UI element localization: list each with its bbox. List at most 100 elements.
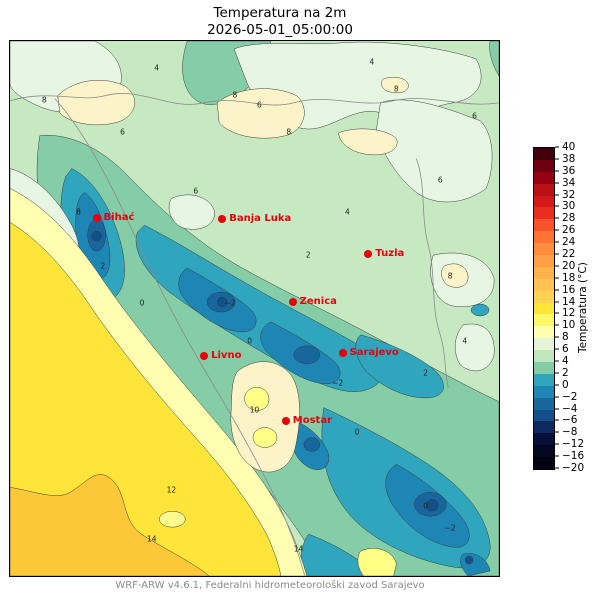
colorbar-tickmark	[555, 265, 559, 267]
colorbar-tick-label: −20	[562, 461, 585, 474]
colorbar-tick-label: −6	[562, 414, 578, 427]
colorbar-segment	[534, 207, 554, 220]
contour-value-label: 2	[100, 261, 106, 271]
contour-value-label: 6	[437, 175, 443, 185]
colorbar-segment	[534, 243, 554, 256]
colorbar-tick-label: 22	[562, 247, 576, 260]
colorbar-tick-label: 28	[562, 212, 576, 225]
colorbar-segment	[534, 338, 554, 351]
colorbar-tickmark	[555, 396, 559, 398]
colorbar-tick-label: 36	[562, 164, 576, 177]
colorbar-tickmark	[555, 336, 559, 338]
colorbar-tick-label: 32	[562, 188, 576, 201]
temp-band--6--4	[91, 231, 474, 565]
contour-value-label: 8	[76, 207, 81, 217]
colorbar-tick-label: 16	[562, 283, 576, 296]
colorbar-segment	[534, 314, 554, 327]
colorbar-tick-label: −8	[562, 426, 578, 439]
colorbar-segment	[534, 219, 554, 232]
colorbar-tick-label: −2	[562, 390, 578, 403]
contour-value-label: 4	[462, 336, 468, 346]
colorbar-tick-label: 34	[562, 176, 576, 189]
colorbar-segment	[534, 278, 554, 291]
colorbar-tick-label: 38	[562, 152, 576, 165]
colorbar-tickmark	[555, 170, 559, 172]
contour-value-label: 0	[423, 501, 429, 511]
city-label-mostar: Mostar	[292, 415, 333, 427]
colorbar-label: Temperatura (°C)	[577, 262, 589, 353]
colorbar-segment	[534, 445, 554, 458]
colorbar-tick-label: −4	[562, 402, 578, 415]
temp-patch-bottom-yellow	[357, 548, 397, 576]
colorbar-tick-label: 6	[562, 342, 569, 355]
contour-value-label: 8	[232, 90, 238, 99]
colorbar-tickmark	[555, 205, 559, 207]
contour-value-label: 8	[393, 84, 399, 94]
colorbar-segment	[534, 255, 554, 267]
colorbar-segment	[534, 409, 554, 422]
colorbar-tickmark	[555, 443, 559, 445]
colorbar-tickmark	[555, 455, 559, 457]
colorbar-segment	[534, 290, 554, 303]
contour-value-label: −2	[224, 298, 236, 308]
colorbar-tick-label: 14	[562, 295, 576, 308]
temperature-map: 8 4 8 6 8 6 8 6 4 6 8 2 0 4 6 8 2 0 −2 0 −2 2 4 0 −2 10 12 14 14 Bih…	[9, 40, 500, 577]
colorbar-tickmark	[555, 301, 559, 303]
colorbar-segment	[534, 159, 554, 172]
chart-title: Temperatura na 2m	[213, 5, 347, 21]
country-borders	[10, 93, 499, 576]
city-label-zenica: Zenica	[299, 295, 337, 307]
colorbar-tick-label: 0	[562, 378, 569, 391]
city-label-livno: Livno	[211, 349, 242, 361]
contour-value-label: 8	[286, 127, 292, 137]
city-label-tuzla: Tuzla	[375, 248, 405, 260]
colorbar-segment	[534, 397, 554, 410]
colorbar-segment	[534, 433, 554, 446]
colorbar-tickmark	[555, 312, 559, 314]
city-marker-livno	[200, 351, 209, 360]
contour-value-label: 14	[293, 544, 304, 554]
colorbar-segment	[534, 350, 554, 363]
contour-value-label: 0	[354, 427, 360, 437]
colorbar-tick-label: 20	[562, 259, 576, 272]
city-marker-zenica	[288, 298, 297, 307]
colorbar-segment	[534, 457, 554, 470]
contour-value-label: 4	[154, 63, 160, 73]
city-marker-tuzla	[364, 250, 373, 259]
colorbar-segment	[534, 231, 554, 244]
colorbar-segment	[534, 148, 554, 160]
colorbar-tickmark	[555, 241, 559, 243]
colorbar-tick-label: 24	[562, 235, 576, 248]
city-label-sarajevo: Sarajevo	[349, 346, 399, 358]
colorbar-tick-label: 2	[562, 366, 569, 379]
colorbar-tickmark	[555, 384, 559, 386]
colorbar-tick-label: 40	[562, 140, 576, 153]
city-marker-bihać	[92, 213, 101, 222]
contour-value-label: 0	[247, 336, 252, 346]
contour-value-label: −2	[332, 378, 344, 388]
attribution: WRF-ARW v4.6.1, Federalni hidrometeorolo…	[115, 580, 425, 591]
contour-value-label: 6	[256, 100, 262, 110]
city-label-banja-luka: Banja Luka	[229, 212, 292, 224]
city-markers: Bihać Banja Luka Tuzla Zenica Livno Sarajevo M…	[10, 41, 499, 576]
colorbar-tick-label: 4	[562, 354, 569, 367]
colorbar-tickmark	[555, 182, 559, 184]
colorbar-tick-label: 18	[562, 271, 576, 284]
colorbar-segment	[534, 373, 554, 386]
city-label-bihać: Bihać	[103, 211, 135, 223]
colorbar-tickmark	[555, 217, 559, 219]
contour-labels-layer: 8 4 8 6 8 6 8 6 4 6 8 2 0 4 6 8 2 0 −2 0 −2 2 4 0 −2 10 12 14 14	[10, 41, 499, 576]
contour-value-label: 6	[120, 127, 125, 137]
colorbar-tickmark	[555, 348, 559, 350]
colorbar-tickmark	[555, 229, 559, 231]
colorbar-tick-label: 26	[562, 223, 576, 236]
colorbar-segment	[534, 421, 554, 434]
colorbar-tickmark	[555, 467, 559, 469]
temp-band-14-16	[10, 474, 210, 576]
colorbar-tickmark	[555, 253, 559, 255]
colorbar-segment	[534, 171, 554, 184]
colorbar-tickmark	[555, 289, 559, 291]
chart-subtitle: 2026-05-01_05:00:00	[207, 22, 353, 38]
colorbar	[533, 147, 555, 470]
